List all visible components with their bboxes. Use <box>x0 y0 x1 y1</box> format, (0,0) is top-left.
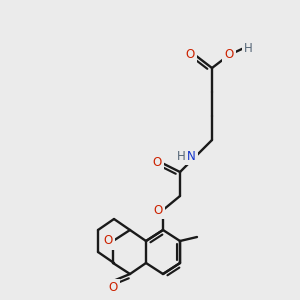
Text: O: O <box>104 235 113 248</box>
Text: O: O <box>186 49 195 62</box>
Text: H: H <box>244 41 253 55</box>
Text: H: H <box>177 149 186 163</box>
Text: N: N <box>187 149 196 163</box>
Text: O: O <box>108 281 118 294</box>
Text: O: O <box>154 203 163 217</box>
Text: O: O <box>153 157 162 169</box>
Text: O: O <box>224 49 234 62</box>
